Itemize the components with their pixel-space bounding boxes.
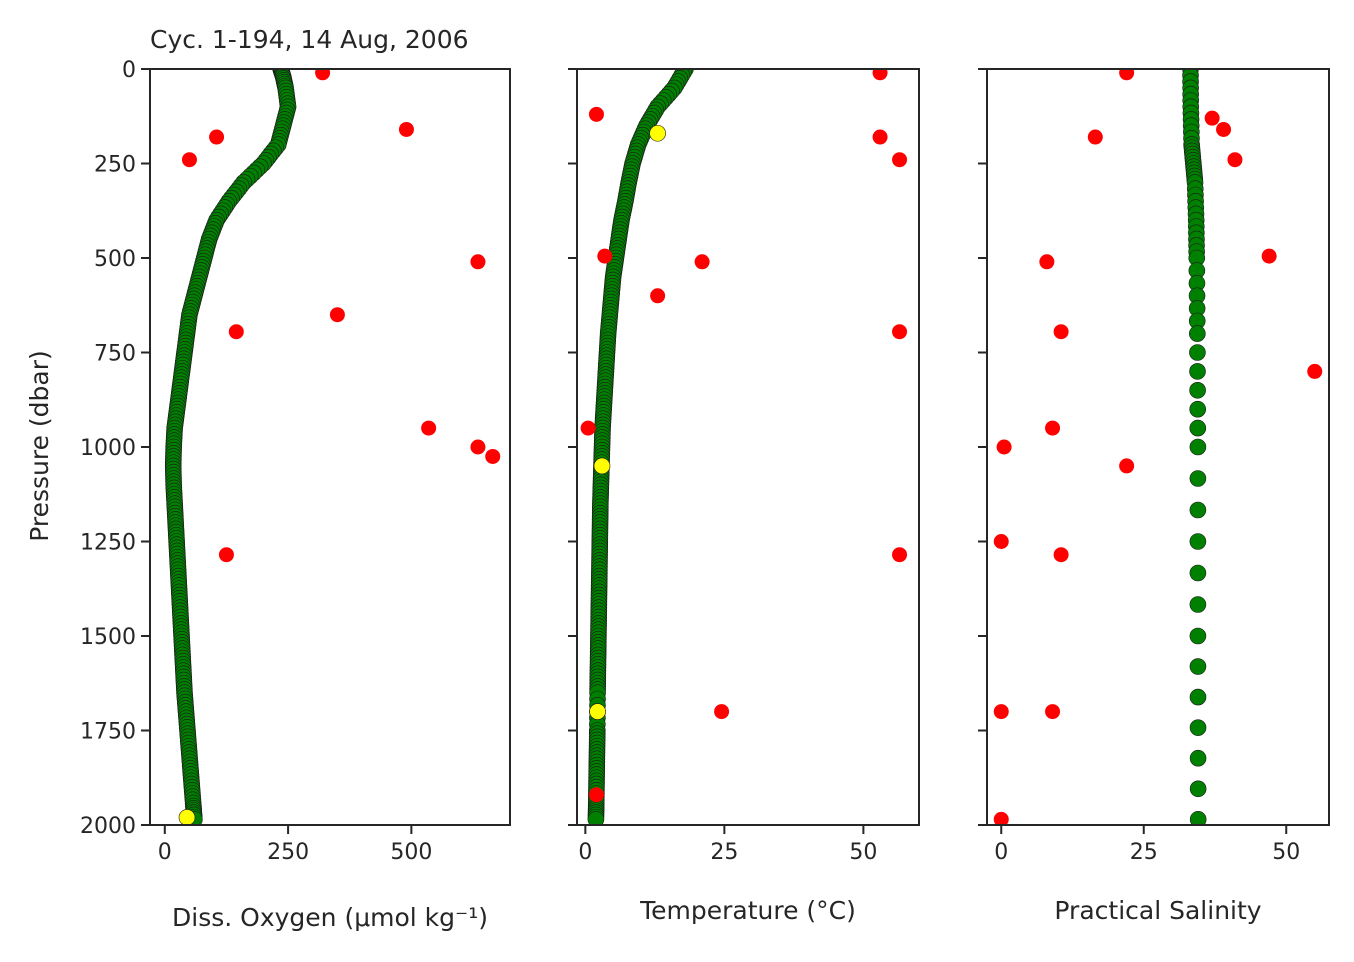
bad-point <box>1053 324 1069 340</box>
bad-point <box>315 69 331 81</box>
bad-point <box>181 152 197 168</box>
good-point <box>1189 688 1207 706</box>
panel-1: 0 250 500 750 1000 1250 1500 1750 2000 0 250 500 Dis… <box>80 58 511 932</box>
y-tick-label: 0 <box>122 58 136 83</box>
bad-point <box>892 152 908 168</box>
y-tick-label: 1750 <box>80 720 136 745</box>
axes-frame <box>986 68 1330 826</box>
bad-point <box>872 69 888 81</box>
x-tick-label: 0 <box>578 840 592 865</box>
good-point <box>1189 363 1206 380</box>
good-point <box>1189 419 1207 437</box>
good-point <box>1189 780 1207 798</box>
bad-point <box>421 420 437 436</box>
bad-point <box>588 106 604 122</box>
bad-point <box>993 534 1009 549</box>
bad-point <box>1053 547 1069 563</box>
bad-point <box>993 704 1009 720</box>
bad-point <box>872 129 888 145</box>
bad-point <box>218 547 234 563</box>
plot-area <box>164 69 501 825</box>
y-tick-label: 500 <box>94 247 136 272</box>
good-point <box>1189 719 1207 736</box>
y-tick-label: 750 <box>94 342 136 367</box>
bad-point <box>580 420 596 436</box>
x-tick-label: 25 <box>710 840 738 865</box>
x-tick-label: 50 <box>849 840 877 865</box>
x-tick-label: 0 <box>994 840 1008 865</box>
bad-point <box>228 324 244 340</box>
good-point <box>1189 501 1207 519</box>
good-point <box>1189 749 1207 767</box>
plot-area <box>993 69 1323 825</box>
bad-point <box>1261 248 1277 264</box>
bad-point <box>597 248 613 264</box>
good-point <box>1189 658 1207 675</box>
good-point <box>1189 400 1207 418</box>
plot-area <box>580 69 908 825</box>
x-axis-label: Practical Salinity <box>1054 896 1261 925</box>
probably-good-point <box>593 457 611 475</box>
x-axis-label: Diss. Oxygen (μmol kg⁻¹) <box>172 903 488 932</box>
x-tick-label: 250 <box>267 840 309 865</box>
bad-point <box>329 307 345 323</box>
good-point <box>1189 564 1207 582</box>
probably-good-point <box>649 124 666 142</box>
probably-good-point <box>178 809 196 825</box>
good-point <box>1189 381 1206 399</box>
bad-point <box>892 547 908 563</box>
good-point <box>1189 811 1207 825</box>
panel-3: 0 25 50 Practical Salinity <box>978 68 1330 925</box>
bad-point <box>1039 254 1055 270</box>
axes-frame <box>149 68 511 826</box>
bad-point <box>209 129 225 145</box>
bad-point <box>1119 458 1135 474</box>
bad-point <box>1216 121 1232 137</box>
bad-point <box>485 448 501 464</box>
y-tick-label: 1500 <box>80 625 136 650</box>
x-axis-label: Temperature (°C) <box>639 896 856 925</box>
bad-point <box>694 254 710 270</box>
figure-title: Cyc. 1-194, 14 Aug, 2006 <box>150 25 469 54</box>
bad-point <box>993 811 1009 825</box>
panel-2: 0 25 50 Temperature (°C) <box>568 68 920 925</box>
bad-point <box>892 324 908 340</box>
good-point <box>1189 596 1207 613</box>
bad-point <box>996 439 1012 455</box>
bad-point <box>470 439 486 455</box>
probably-good-point <box>589 703 606 720</box>
bad-point <box>1307 363 1323 379</box>
y-tick-label: 250 <box>94 153 136 178</box>
bad-point <box>1045 704 1061 720</box>
bad-point <box>714 704 730 720</box>
bad-point <box>1227 152 1243 168</box>
bad-point <box>1045 420 1061 436</box>
x-tick-label: 0 <box>158 840 172 865</box>
bad-point <box>650 288 666 304</box>
y-tick-label: 2000 <box>80 814 136 839</box>
good-point <box>1189 344 1206 361</box>
x-tick-label: 50 <box>1272 840 1300 865</box>
bad-point <box>398 121 414 137</box>
x-tick-label: 500 <box>390 840 432 865</box>
x-tick-label: 25 <box>1130 840 1158 865</box>
bad-point <box>1087 129 1103 145</box>
bad-point <box>470 254 486 270</box>
bad-point <box>1119 69 1135 81</box>
y-tick-label: 1250 <box>80 531 136 556</box>
good-point <box>1189 533 1207 550</box>
y-axis-label: Pressure (dbar) <box>25 350 54 542</box>
bad-point <box>588 787 604 803</box>
good-point <box>1189 438 1207 456</box>
good-point <box>1189 470 1207 487</box>
y-tick-label: 1000 <box>80 436 136 461</box>
good-point <box>1189 325 1206 342</box>
good-point <box>587 811 605 825</box>
bad-point <box>1204 110 1220 126</box>
good-point <box>1189 627 1207 645</box>
